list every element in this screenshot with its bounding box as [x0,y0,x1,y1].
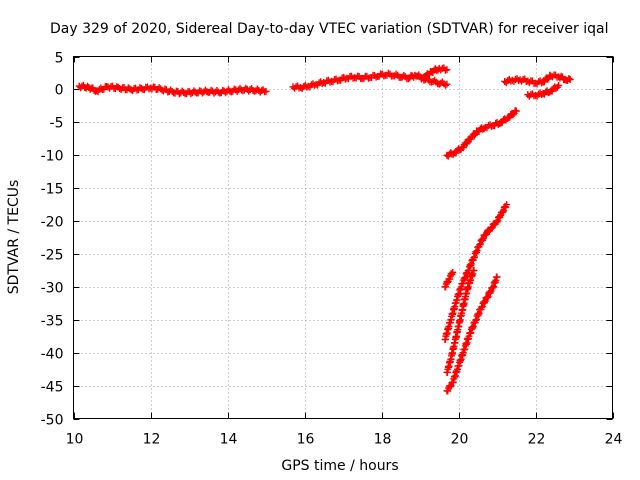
y-tick-label: -5 [50,116,64,132]
y-tick-label: -10 [41,149,64,165]
data-point [527,91,535,99]
x-tick-label: 22 [528,432,546,448]
series-arc-2 [289,69,451,93]
y-tick-label: -50 [41,413,64,429]
data-point [493,273,501,281]
x-tick-label: 18 [374,432,392,448]
y-tick-label: 5 [55,51,64,67]
y-tick-label: -15 [41,182,64,198]
data-point [512,107,520,115]
data-point [508,76,516,84]
data-point [400,71,408,79]
data-point [467,135,475,143]
data-point [547,72,555,80]
x-tick-label: 12 [143,432,161,448]
data-point [446,383,454,391]
data-point [463,139,471,147]
series-arc-7 [441,268,457,291]
chart-marks [75,64,574,395]
x-tick-label: 14 [220,432,238,448]
y-tick-label: -40 [41,347,64,363]
y-axis-label: SDTVAR / TECUs [6,180,22,295]
data-point [441,81,449,89]
chart-axes: 10 12 14 16 18 20 22 24 5 0 -5 -10 -15 -20 -25 -30 -35 -4… [41,51,623,448]
data-point [509,111,517,119]
data-point [499,208,507,216]
plot-frame [73,56,613,419]
data-point [501,78,509,86]
series-arc-3 [420,64,451,82]
data-point [487,287,495,295]
data-point [262,87,270,95]
data-point [495,213,503,221]
data-point [486,288,494,296]
x-tick-label: 16 [297,432,315,448]
data-point [566,76,574,84]
data-point [565,75,573,83]
series-arc-9 [443,266,478,376]
data-point [544,75,552,83]
data-point [480,298,488,306]
data-point [297,84,305,92]
data-point [555,81,563,89]
series-arc-4 [501,71,574,88]
chart-grid [73,56,613,419]
data-point [470,266,478,274]
data-point [462,140,470,148]
x-tick-label: 10 [66,432,84,448]
data-point [484,293,492,301]
series-arc-1 [75,81,270,98]
y-tick-label: 0 [55,83,64,99]
series-arc-10 [443,273,501,395]
data-point [447,270,455,278]
series-arc-6 [443,107,520,160]
data-point [478,235,486,243]
y-tick-label: -20 [41,215,64,231]
data-point [449,268,457,276]
data-point [292,83,300,91]
y-tick-label: -30 [41,281,64,297]
data-point [478,303,486,311]
y-tick-label: -35 [41,314,64,330]
series-arc-8 [441,201,511,344]
x-tick-label: 24 [605,432,623,448]
data-point [532,91,539,99]
data-point [483,293,491,301]
data-point [481,297,489,305]
data-point [392,70,400,78]
data-point [500,207,508,215]
data-point [487,224,495,232]
x-tick-label: 20 [451,432,469,448]
data-point [515,76,523,84]
data-point [304,82,312,90]
data-point [443,80,451,88]
x-axis-label: GPS time / hours [281,458,398,474]
data-point [503,201,511,209]
data-point [443,66,451,74]
data-point [470,131,478,139]
chart-title: Day 329 of 2020, Sidereal Day-to-day VTE… [50,21,608,37]
data-point [446,275,454,283]
data-point [476,240,484,248]
series-arc-5 [524,81,563,100]
y-tick-label: -45 [41,380,64,396]
y-tick-label: -25 [41,248,64,264]
data-point [493,218,501,226]
data-point [479,235,487,243]
